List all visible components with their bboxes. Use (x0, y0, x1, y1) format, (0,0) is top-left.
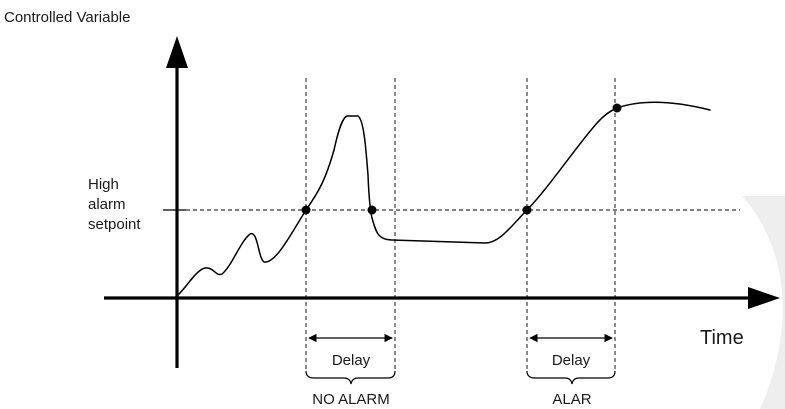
crossing-point-3 (522, 205, 532, 215)
delay-label-right: Delay (552, 352, 591, 369)
setpoint-label-line3: setpoint (88, 216, 141, 233)
crossing-point-4 (612, 103, 622, 113)
crossing-point-2 (367, 205, 377, 215)
outcome-label-right: ALAR (552, 391, 591, 408)
crossing-point-1 (301, 205, 311, 215)
brace-left (305, 370, 396, 385)
outcome-label-left: NO ALARM (312, 391, 390, 408)
y-axis-arrowhead (166, 36, 188, 68)
setpoint-label-line1: High (88, 176, 119, 193)
y-axis-label: Controlled Variable (4, 9, 130, 26)
delay-label-left: Delay (332, 352, 371, 369)
x-axis-arrowhead (748, 287, 780, 309)
x-axis-label: Time (700, 327, 744, 349)
controlled-variable-curve (176, 101, 711, 297)
brace-right (526, 370, 616, 385)
setpoint-label-line2: alarm (88, 196, 126, 213)
watermark-arc (742, 196, 785, 409)
